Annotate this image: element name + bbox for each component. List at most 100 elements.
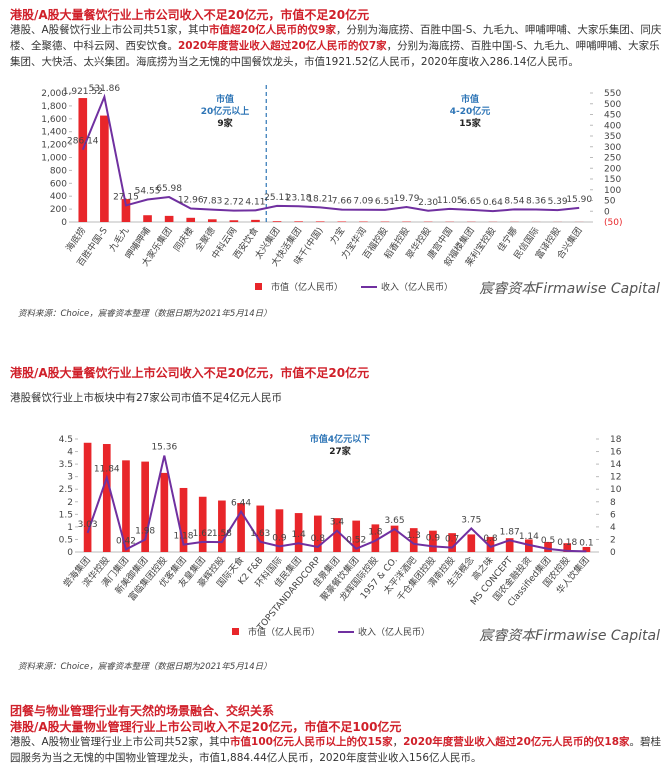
y-tick-label: 2.5 — [59, 485, 73, 495]
bar — [78, 98, 88, 222]
line-label: 1.98 — [135, 527, 155, 537]
text: ，分别为海底捞、百胜中国-S、九毛九、呷哺呷哺、大家乐集团、同庆楼、全聚德、中科… — [10, 24, 662, 52]
annotation: 27家 — [329, 445, 352, 457]
bar — [448, 533, 456, 552]
legend-label: 市值（亿人民币） — [271, 281, 343, 293]
line-label: 54.55 — [135, 187, 161, 197]
y-tick-label: 1 — [67, 523, 73, 533]
bar — [294, 513, 303, 552]
annotation: 9家 — [217, 117, 233, 129]
line-label: 0.18 — [557, 538, 577, 548]
highlight-text: 2020年度营业收入超过20亿元人民币的仅18家 — [403, 736, 630, 748]
heading: 港股/A股大量餐饮行业上市公司收入不足20亿元，市值不足20亿元 — [10, 8, 370, 22]
y2-tick-label: 350 — [604, 132, 621, 142]
bar — [218, 500, 226, 552]
annotation: 20亿元以上 — [201, 105, 250, 117]
line-label: 1.3 — [407, 531, 421, 541]
heading: 团餐与物业管理行业有天然的场景融合、交织关系 — [10, 704, 275, 718]
bar — [160, 472, 169, 552]
x-tick-label: 力宝 — [327, 225, 347, 247]
y-tick-label: 800 — [50, 166, 67, 176]
y2-tick-label: 14 — [610, 460, 622, 470]
line — [86, 455, 587, 553]
y-tick-label: 200 — [50, 205, 67, 215]
bar — [186, 217, 196, 222]
bar — [256, 505, 265, 552]
annotation: 市值 — [461, 93, 479, 105]
watermark: 宸睿资本Firmawise Capital — [479, 281, 660, 297]
source-note: 资料来源：Choice，宸睿资本整理（数据日期为2021年5月14日） — [18, 309, 272, 319]
bar — [313, 515, 322, 552]
y2-tick-label: 450 — [604, 111, 621, 121]
highlight-text: 市值100亿元人民币以上的仅15家 — [230, 736, 393, 748]
line-label: 11.84 — [94, 465, 120, 475]
line-label: 0.42 — [116, 536, 136, 546]
bar — [179, 487, 188, 552]
line-label: 0.52 — [346, 536, 366, 546]
text: ，分别为海底捞、百胜中国-S、九毛九、呷哺呷哺、大家乐集团、大快活、太兴集团。海… — [10, 40, 660, 68]
y-tick-label: 1.5 — [59, 510, 73, 520]
line-label: 0.5 — [541, 536, 555, 546]
y2-tick-label: 150 — [604, 175, 621, 185]
line-label: 286.14 — [67, 137, 99, 147]
y2-tick-label: 200 — [604, 164, 621, 174]
y-tick-label: 1,600 — [41, 115, 67, 125]
y2-tick-label: 18 — [610, 435, 622, 445]
line-label: 19.79 — [394, 194, 420, 204]
bar — [352, 520, 361, 552]
line-label: 531.86 — [89, 84, 121, 94]
y2-tick-label: 0 — [610, 548, 616, 558]
line-label: 8.54 — [504, 196, 524, 206]
chart: 0 200 400 600 800 1,000 1,200 1,400 1,600 1,800 2,… — [41, 84, 660, 297]
line-label: 1.87 — [500, 527, 520, 537]
bar — [164, 215, 174, 222]
y-tick-label: 0 — [61, 218, 67, 228]
annotation: 市值 — [216, 93, 234, 105]
bar — [237, 503, 245, 552]
text: 港股、A股物业管理行业上市公司共52家，其中 — [10, 736, 231, 748]
line-label: 3.03 — [78, 520, 98, 530]
bar — [100, 115, 109, 222]
y2-tick-label: 16 — [610, 448, 622, 458]
bar — [505, 538, 514, 552]
y2-tick-label: 6 — [610, 510, 616, 520]
bar — [544, 541, 552, 552]
line-label: 3.65 — [385, 516, 405, 526]
y2-tick-label: 400 — [604, 121, 621, 131]
bar — [207, 219, 217, 222]
y-tick-label: 0 — [67, 548, 73, 558]
bar — [582, 546, 591, 552]
line-label: 1.62 — [193, 529, 213, 539]
line-label: 0.8 — [483, 534, 498, 544]
bar-label: 1,921.52 — [63, 87, 103, 97]
line-label: 5.39 — [548, 197, 568, 207]
bar — [337, 221, 347, 222]
line-label: 1.58 — [212, 529, 232, 539]
bar — [275, 509, 284, 552]
line-label: 6.51 — [375, 197, 395, 207]
bar — [198, 496, 207, 552]
annotation: 15家 — [459, 117, 482, 129]
line — [81, 93, 580, 213]
heading: 港股/A股大量餐饮行业上市公司收入不足20亿元，市值不足20亿元 — [10, 366, 370, 380]
line-label: 0.64 — [483, 198, 503, 208]
line-label: 11.05 — [437, 196, 463, 206]
y-tick-label: 4 — [67, 448, 73, 458]
line-label: 23.18 — [286, 193, 312, 203]
heading: 港股/A股大量物业管理行业上市公司收入不足20亿元，市值不足100亿元 — [10, 720, 402, 734]
y2-tick-label: 100 — [604, 186, 621, 196]
y-tick-label: 400 — [50, 192, 67, 202]
line-label: 0.1 — [579, 538, 593, 548]
y2-tick-label: 2 — [610, 535, 616, 545]
legend-label: 收入（亿人民币） — [381, 281, 453, 293]
line-label: 15.90 — [566, 195, 592, 205]
paragraph: 港股餐饮行业上市板块中有27家公司市值不足4亿元人民币 — [10, 392, 283, 404]
bar — [371, 524, 380, 552]
line-label: 2.30 — [418, 198, 438, 208]
line-label: 4.11 — [245, 197, 265, 207]
y2-tick-label: 300 — [604, 143, 621, 153]
y-tick-label: 1,800 — [41, 102, 67, 112]
bar — [429, 530, 437, 552]
chart: 00.511.522.533.544.5024681012141618尝海集团滨… — [59, 433, 660, 644]
line-label: 7.09 — [353, 197, 373, 207]
